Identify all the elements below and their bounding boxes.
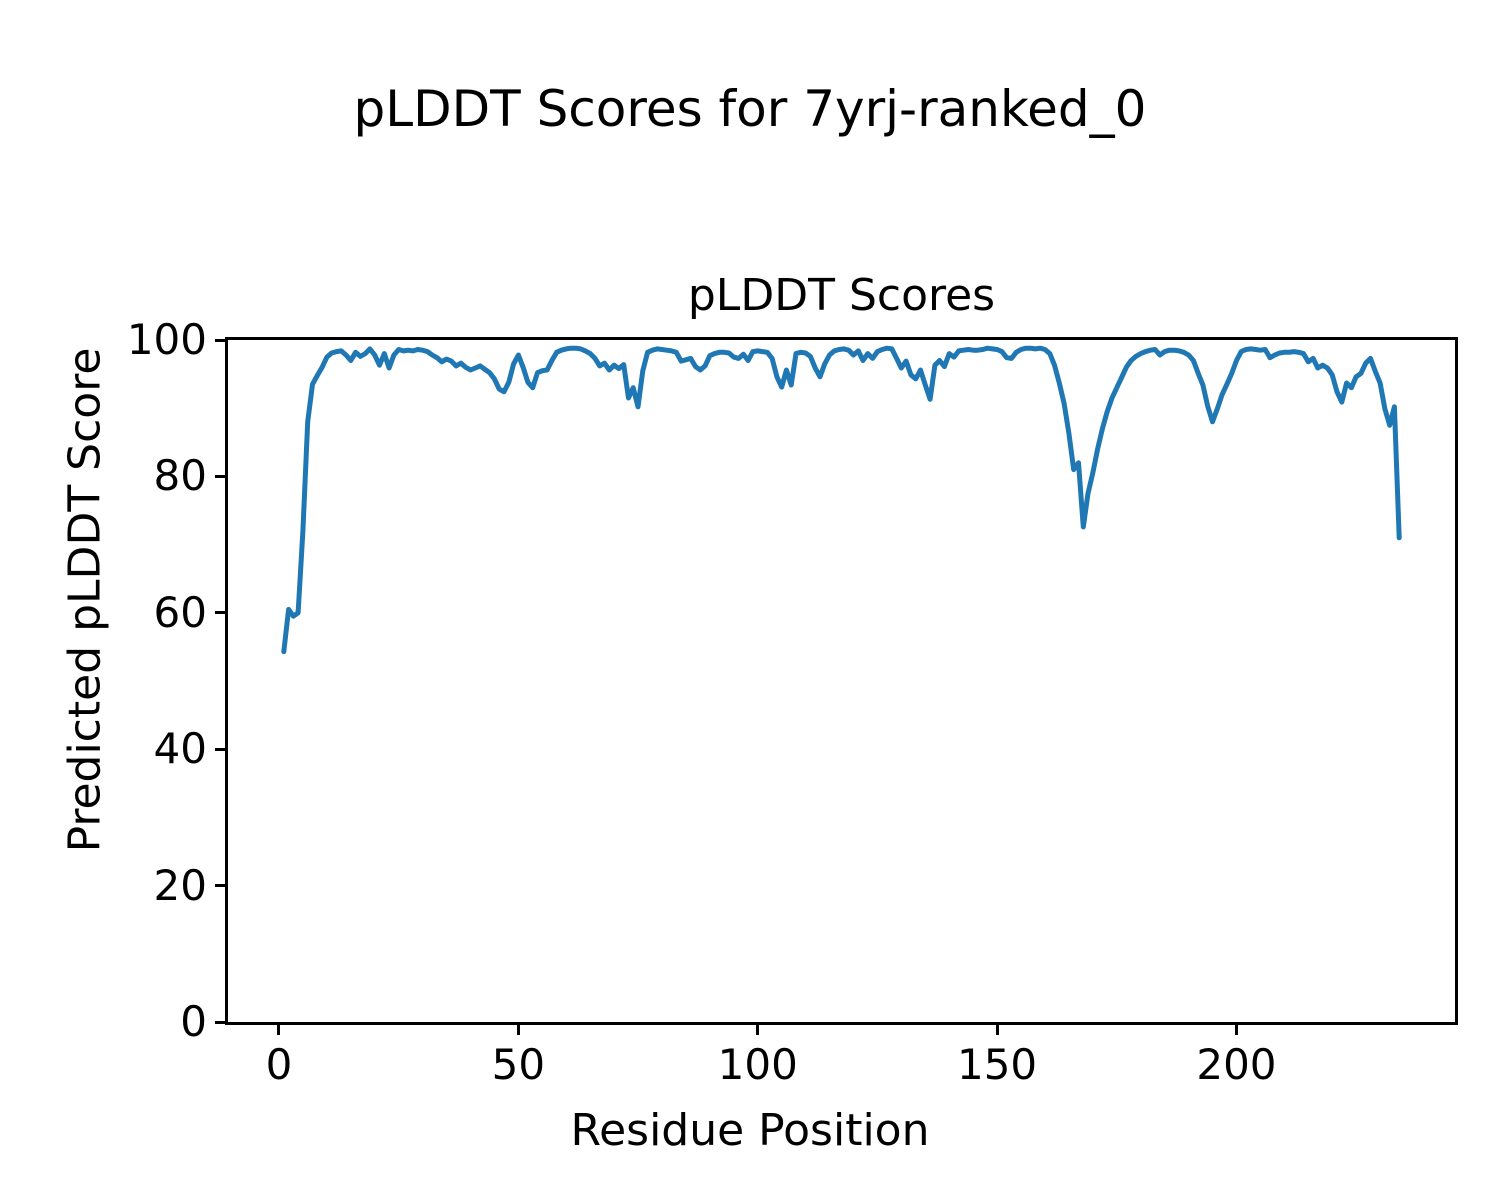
x-tick-mark	[516, 1025, 520, 1035]
y-tick-label: 80	[153, 451, 207, 501]
y-tick-label: 40	[153, 724, 207, 774]
y-tick-mark	[215, 474, 225, 478]
x-tick-mark	[995, 1025, 999, 1035]
axes-title: pLDDT Scores	[687, 270, 996, 321]
line-plot	[281, 345, 1402, 655]
y-tick-mark	[215, 1020, 225, 1024]
plddt-line-series	[281, 345, 1402, 655]
y-tick-mark	[215, 747, 225, 751]
x-tick-label: 200	[1196, 1040, 1277, 1089]
y-tick-mark	[215, 611, 225, 615]
x-tick-mark	[1234, 1025, 1238, 1035]
x-tick-mark	[277, 1025, 281, 1035]
x-tick-label: 150	[956, 1040, 1038, 1089]
y-tick-label: 0	[180, 997, 207, 1046]
y-tick-label: 20	[153, 860, 207, 910]
x-axis-label: Residue Position	[570, 1105, 930, 1156]
x-tick-label: 100	[717, 1040, 798, 1089]
x-tick-label: 50	[491, 1040, 546, 1089]
figure-title: pLDDT Scores for 7yrj-ranked_0	[353, 80, 1147, 138]
y-tick-mark	[215, 884, 225, 888]
y-tick-label: 60	[153, 587, 207, 637]
y-tick-mark	[215, 338, 225, 342]
x-tick-mark	[756, 1025, 760, 1035]
x-tick-label: 0	[265, 1040, 293, 1089]
y-axis-label: Predicted pLDDT Score	[59, 347, 111, 853]
plot-area	[225, 337, 1458, 1025]
y-tick-label: 100	[126, 315, 207, 364]
